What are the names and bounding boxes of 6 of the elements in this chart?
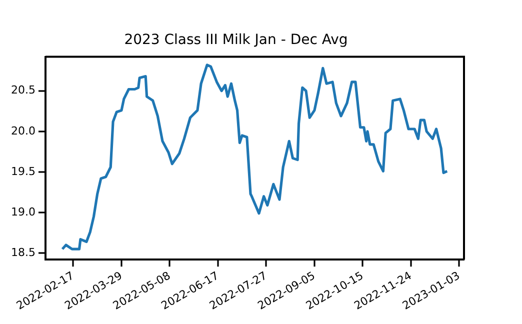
y-tick-label: 20.0	[10, 124, 36, 138]
y-tick-label: 19.0	[10, 205, 36, 218]
y-tick-label: 19.5	[10, 164, 36, 178]
y-tick-label: 18.5	[10, 246, 36, 259]
y-tick-label: 20.5	[10, 84, 36, 97]
chart-title: 2023 Class III Milk Jan - Dec Avg	[124, 32, 348, 48]
